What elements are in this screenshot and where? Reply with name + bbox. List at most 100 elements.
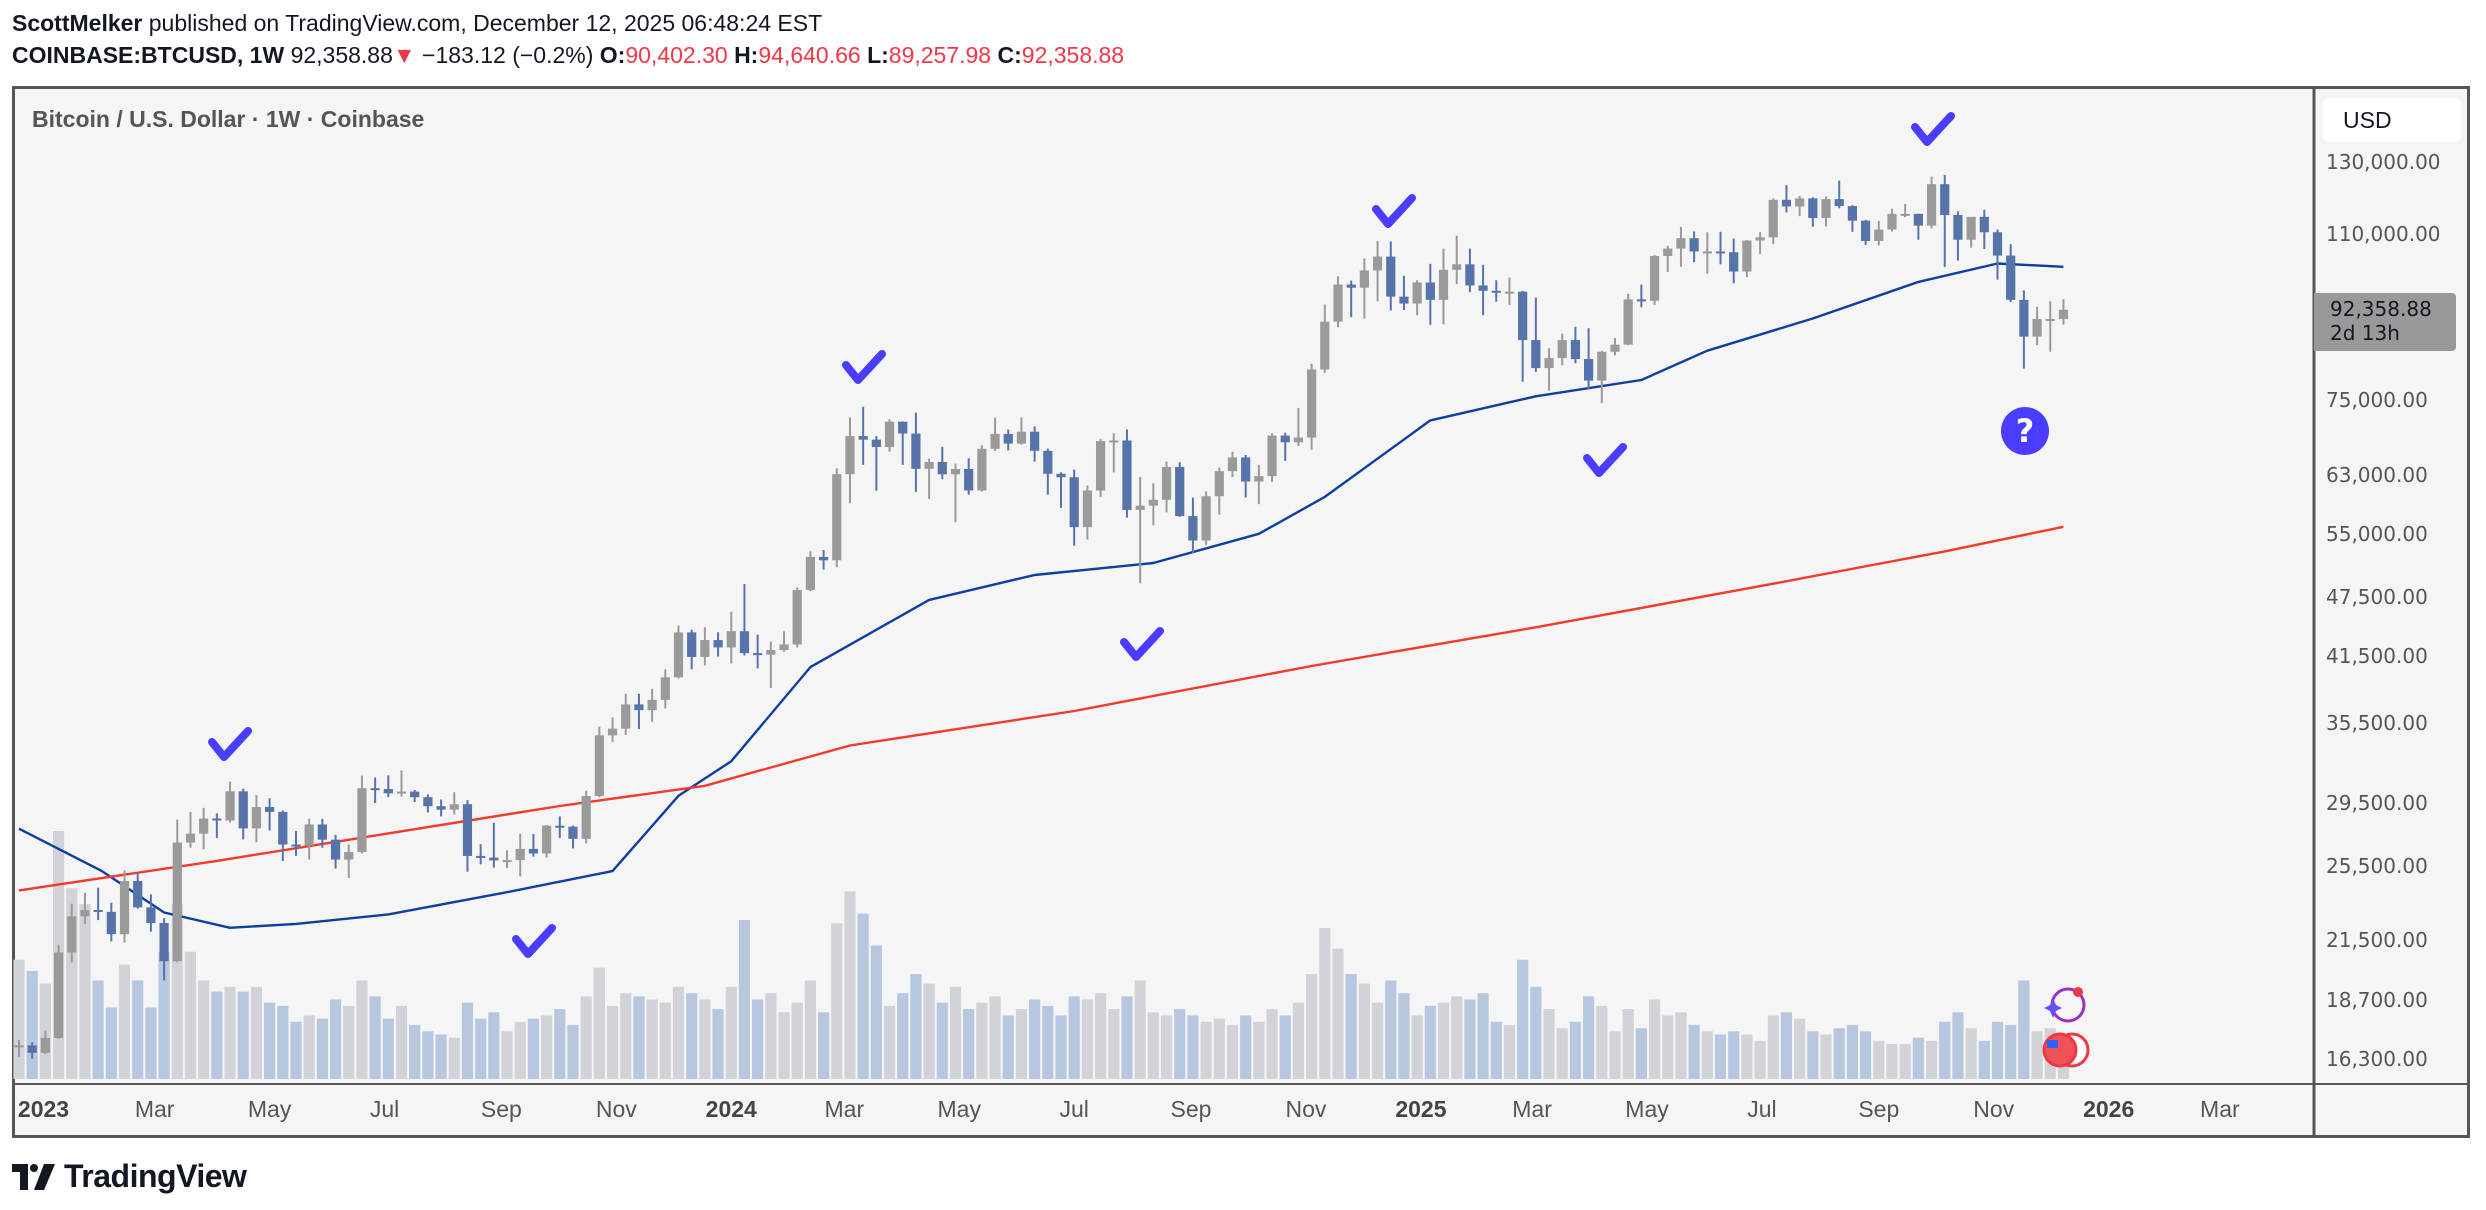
- volume-bar: [1662, 1015, 1674, 1079]
- candle: [238, 788, 248, 840]
- candle-body: [1359, 270, 1369, 288]
- checkmark-icon: [208, 727, 252, 761]
- volume-bar: [1240, 1015, 1252, 1079]
- candle: [146, 894, 156, 932]
- candle-body: [1069, 477, 1079, 528]
- candle: [832, 468, 842, 568]
- volume-bar: [1807, 1031, 1819, 1079]
- candle: [317, 818, 327, 848]
- candle: [423, 794, 433, 813]
- tradingview-logo-icon: [12, 1163, 55, 1190]
- volume-bar: [580, 996, 592, 1079]
- volume-bar: [514, 1021, 526, 1079]
- candle-body: [1491, 290, 1501, 293]
- candle-body: [542, 825, 552, 854]
- candle: [528, 833, 539, 857]
- volume-bar: [1279, 1015, 1291, 1079]
- volume-bar: [541, 1015, 553, 1079]
- candle: [766, 641, 776, 688]
- low-label: L:: [867, 42, 889, 68]
- volume-bar: [844, 891, 856, 1079]
- candle: [753, 634, 763, 669]
- candle: [1715, 231, 1726, 265]
- volume-bar: [1174, 1009, 1186, 1079]
- candle-body: [634, 704, 644, 711]
- candle-body: [185, 833, 196, 843]
- volume-bar: [1912, 1037, 1924, 1079]
- candle: [1636, 284, 1646, 308]
- candle: [726, 611, 736, 664]
- volume-bar: [1714, 1034, 1727, 1079]
- volume-bar: [1200, 1021, 1212, 1079]
- price-tag-value: 92,358.88: [2330, 297, 2432, 321]
- volume-bar: [105, 1007, 117, 1079]
- open-value: 90,402.30: [625, 42, 728, 68]
- candle: [898, 421, 908, 465]
- currency-button[interactable]: USD: [2323, 98, 2461, 142]
- candle-body: [291, 844, 301, 847]
- candle: [581, 790, 591, 844]
- candle-body: [1399, 296, 1409, 304]
- candle-body: [423, 797, 433, 807]
- candle: [396, 770, 407, 797]
- checkmark-icon: [1372, 194, 1416, 228]
- candle-body: [1518, 291, 1528, 341]
- volume-bar: [857, 913, 869, 1079]
- candle: [950, 463, 961, 523]
- candle: [713, 632, 723, 657]
- candle: [1953, 211, 1963, 261]
- candle-body: [238, 791, 248, 829]
- volume-bar: [1490, 1021, 1502, 1079]
- volume-bar: [171, 904, 183, 1079]
- candle: [1861, 219, 1871, 245]
- candle: [1069, 469, 1079, 546]
- volume-bar: [1635, 1028, 1647, 1079]
- volume-bar: [1675, 1012, 1687, 1079]
- volume-bar: [409, 1024, 421, 1079]
- price-tick: 47,500.00: [2326, 585, 2428, 610]
- volume-bar: [1583, 996, 1595, 1079]
- time-tick: 2025: [1395, 1096, 1447, 1122]
- candle: [370, 777, 380, 804]
- candle: [1808, 197, 1818, 227]
- candle-body: [818, 556, 829, 561]
- candle-body: [396, 791, 407, 794]
- volume-bar: [1833, 1028, 1845, 1079]
- candle-body: [1953, 214, 1963, 240]
- candle-body: [1781, 199, 1792, 207]
- price-tick: 29,500.00: [2326, 791, 2428, 815]
- volume-bar: [883, 1005, 896, 1079]
- volume-bar: [1688, 1024, 1700, 1079]
- price-change: −183.12 (−0.2%): [422, 42, 594, 68]
- volume-bar: [395, 1005, 408, 1079]
- volume-bar: [1015, 1009, 1028, 1079]
- candle-body: [687, 632, 697, 657]
- volume-bar: [1292, 1002, 1305, 1079]
- candle-body: [212, 818, 222, 821]
- volume-bar: [1556, 1028, 1568, 1079]
- candle-body: [1214, 471, 1224, 497]
- volume-bar: [1385, 980, 1397, 1079]
- volume-bar: [211, 991, 223, 1079]
- candle: [1478, 264, 1488, 316]
- time-tick: Nov: [595, 1096, 637, 1122]
- candle: [568, 825, 578, 849]
- candle: [647, 688, 657, 722]
- volume-bar: [1147, 1012, 1159, 1079]
- volume-bar: [633, 996, 645, 1079]
- candle: [1425, 263, 1435, 325]
- volume-bar: [620, 993, 632, 1079]
- candle: [1386, 241, 1396, 311]
- question-mark-glyph: ?: [2016, 412, 2035, 450]
- candle: [67, 903, 77, 963]
- volume-bar: [1187, 1015, 1199, 1079]
- volume-bar: [92, 980, 104, 1079]
- candle-body: [1175, 466, 1185, 517]
- volume-bar: [237, 991, 249, 1079]
- candle: [858, 406, 868, 465]
- candle: [805, 551, 815, 592]
- candle-body: [1623, 299, 1633, 345]
- candle: [449, 792, 459, 815]
- tradingview-logo[interactable]: TradingView: [12, 1158, 247, 1195]
